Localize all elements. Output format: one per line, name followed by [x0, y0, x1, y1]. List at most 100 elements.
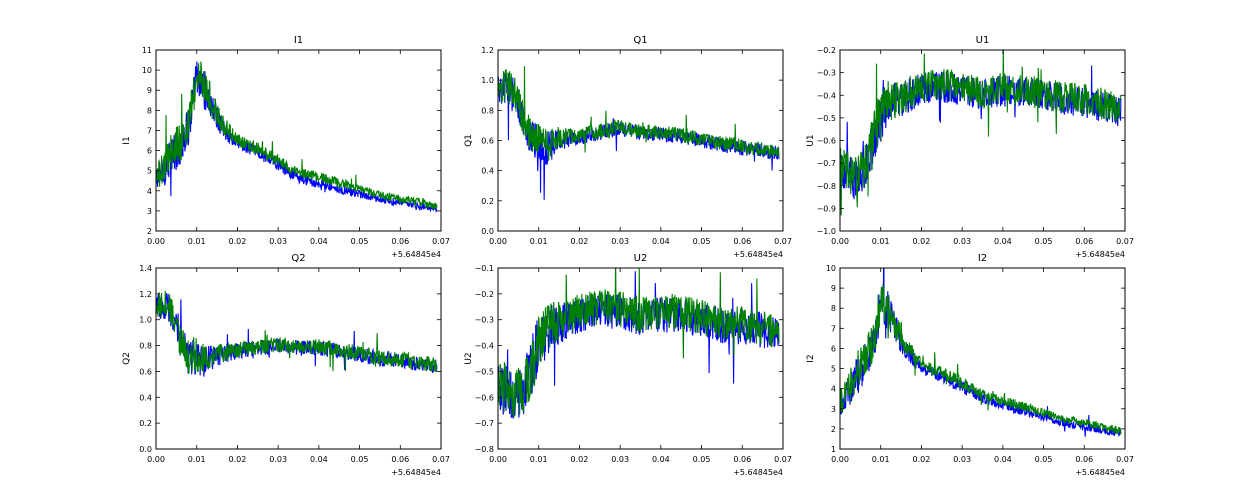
subplot-u1: 0.00 0.01 0.02 0.03 0.04 0.05 0.06 0.07 −1.0 −0.9… [806, 35, 1134, 259]
x-tick-label: 0.01 [530, 455, 548, 464]
y-tick-label: 7 [831, 324, 836, 333]
y-tick-label: −0.6 [475, 393, 494, 402]
x-tick-label: 0.04 [652, 455, 670, 464]
x-tick-label: 0.05 [693, 455, 711, 464]
y-tick-label: −0.1 [475, 264, 494, 273]
y-axis-label: U2 [464, 352, 474, 364]
y-tick-label: 0.8 [139, 342, 152, 351]
y-tick-label: −0.2 [817, 46, 836, 55]
y-tick-label: 1.2 [139, 290, 152, 299]
series-line-2 [840, 50, 1122, 216]
x-tick-label: 0.02 [571, 455, 589, 464]
y-tick-label: −0.7 [475, 419, 494, 428]
y-tick-label: 1.4 [139, 264, 152, 273]
x-tick-label: 0.02 [913, 455, 931, 464]
y-tick-label: 0.0 [139, 445, 152, 454]
x-tick-label: 0.07 [1116, 455, 1134, 464]
series-line-1 [840, 268, 1122, 437]
y-tick-label: −0.2 [475, 290, 494, 299]
chart-title: Q2 [291, 253, 305, 264]
x-tick-label: 0.01 [530, 237, 548, 246]
x-tick-label: 0.04 [652, 237, 670, 246]
x-tick-label: 0.03 [269, 237, 287, 246]
x-tick-label: 0.07 [1116, 237, 1134, 246]
x-offset-label: +5.64845e4 [391, 468, 441, 477]
y-tick-label: 1.0 [139, 316, 152, 325]
x-tick-label: 0.02 [571, 237, 589, 246]
y-tick-label: −1.0 [817, 227, 836, 236]
series-line-2 [498, 268, 780, 418]
x-tick-label: 0.01 [872, 455, 890, 464]
x-tick-label: 0.06 [1075, 455, 1093, 464]
series-line-2 [156, 61, 438, 211]
x-tick-label: 0.06 [1075, 237, 1093, 246]
chart-title: U1 [976, 35, 990, 46]
x-tick-label: 0.06 [391, 237, 409, 246]
y-tick-label: −0.3 [817, 69, 836, 78]
y-tick-label: −0.5 [475, 367, 494, 376]
x-tick-label: 0.01 [188, 455, 206, 464]
x-tick-label: 0.07 [432, 455, 450, 464]
chart-title: I2 [978, 253, 987, 264]
x-tick-label: 0.03 [269, 455, 287, 464]
x-tick-label: 0.04 [310, 455, 328, 464]
x-tick-label: 0.00 [147, 455, 165, 464]
x-tick-label: 0.03 [953, 455, 971, 464]
y-tick-label: 8 [831, 304, 836, 313]
y-tick-label: 0.6 [481, 137, 494, 146]
y-tick-label: 0.0 [481, 227, 494, 236]
axes-frame [839, 267, 1126, 450]
y-tick-label: 6 [831, 344, 836, 353]
y-axis-label: Q1 [464, 134, 474, 147]
x-tick-label: 0.06 [733, 455, 751, 464]
x-tick-label: 0.06 [391, 455, 409, 464]
series-line-2 [498, 66, 780, 161]
x-tick-label: 0.02 [229, 237, 247, 246]
chart-title: Q1 [633, 35, 647, 46]
x-tick-label: 0.05 [351, 455, 369, 464]
y-tick-label: 11 [142, 46, 152, 55]
y-tick-label: 9 [831, 284, 836, 293]
y-tick-label: −0.4 [817, 91, 836, 100]
y-tick-label: −0.5 [817, 114, 836, 123]
x-tick-label: 0.00 [489, 237, 507, 246]
y-tick-label: 6 [147, 147, 152, 156]
y-tick-label: −0.6 [817, 137, 836, 146]
y-tick-label: −0.8 [475, 445, 494, 454]
x-tick-label: 0.03 [953, 237, 971, 246]
series-line-2 [156, 290, 438, 375]
y-axis-label: Q2 [122, 352, 132, 365]
x-tick-label: 0.00 [147, 237, 165, 246]
x-offset-label: +5.64845e4 [1075, 250, 1125, 259]
y-tick-label: 5 [147, 167, 152, 176]
y-tick-label: −0.7 [817, 159, 836, 168]
y-tick-label: 0.4 [481, 167, 494, 176]
chart-title: U2 [634, 253, 648, 264]
x-tick-label: 0.05 [1035, 237, 1053, 246]
y-tick-label: 1.2 [481, 46, 494, 55]
x-tick-label: 0.02 [229, 455, 247, 464]
y-tick-label: 2 [147, 227, 152, 236]
subplot-q1: 0.00 0.01 0.02 0.03 0.04 0.05 0.06 0.07 0.0 0.2 0.… [464, 35, 792, 259]
subplot-i1: 0.00 0.01 0.02 0.03 0.04 0.05 0.06 0.07 2 3 4 5 6 7 8 9… [122, 35, 450, 259]
x-offset-label: +5.64845e4 [733, 468, 783, 477]
y-tick-label: 7 [147, 126, 152, 135]
x-tick-label: 0.00 [831, 237, 849, 246]
axes-frame [497, 267, 784, 450]
y-tick-label: 2 [831, 425, 836, 434]
subplot-q2: 0.00 0.01 0.02 0.03 0.04 0.05 0.06 0.07 0.0 0.2 0.… [122, 253, 450, 477]
x-tick-label: 0.04 [310, 237, 328, 246]
x-tick-label: 0.07 [774, 455, 792, 464]
series-line-2 [840, 284, 1122, 435]
y-tick-label: 4 [147, 187, 152, 196]
y-tick-label: 3 [147, 207, 152, 216]
x-tick-label: 0.03 [611, 455, 629, 464]
x-tick-label: 0.01 [872, 237, 890, 246]
y-tick-label: 10 [142, 66, 152, 75]
subplot-u2: 0.00 0.01 0.02 0.03 0.04 0.05 0.06 0.07 −0.8 −0.7… [464, 253, 792, 477]
y-tick-label: 9 [147, 86, 152, 95]
x-tick-label: 0.05 [351, 237, 369, 246]
axes-frame [839, 49, 1126, 232]
y-axis-label: U1 [806, 134, 816, 146]
x-tick-label: 0.07 [774, 237, 792, 246]
